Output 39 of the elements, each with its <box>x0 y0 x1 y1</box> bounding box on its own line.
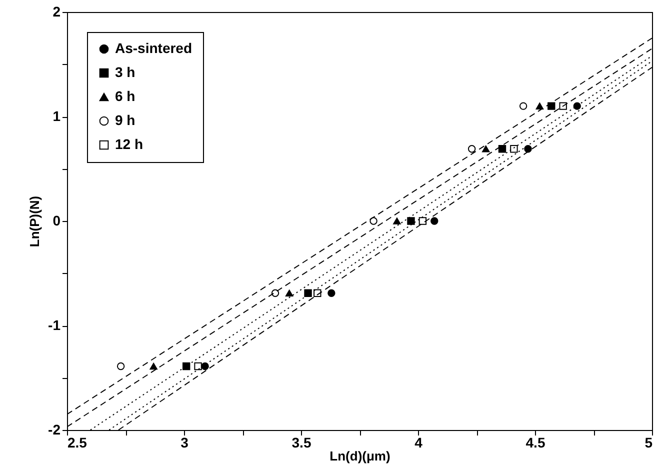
point <box>573 102 581 110</box>
point <box>430 217 438 225</box>
point <box>407 217 415 225</box>
legend-label: 12 h <box>115 136 144 152</box>
point <box>328 289 336 297</box>
point <box>524 145 532 153</box>
x-tick-label: 3 <box>180 434 189 450</box>
point <box>519 102 528 110</box>
legend-label: 9 h <box>115 112 136 128</box>
y-tick-label: -1 <box>48 317 61 333</box>
legend-label: 3 h <box>115 64 136 80</box>
y-tick-label: 2 <box>52 4 61 20</box>
y-axis-title: Ln(P)(N) <box>27 196 42 248</box>
point <box>150 362 158 370</box>
point <box>182 362 190 370</box>
x-tick-label: 3.5 <box>292 434 312 450</box>
x-tick-label: 2.5 <box>68 434 88 450</box>
x-axis-title: Ln(d)(μm) <box>330 448 390 464</box>
point <box>468 145 476 153</box>
x-tick-label: 5 <box>644 434 653 450</box>
point <box>536 102 544 110</box>
y-tick-label: 1 <box>52 108 61 124</box>
point <box>194 362 202 370</box>
x-tick-label: 4.5 <box>526 434 546 450</box>
point <box>510 145 518 153</box>
point <box>482 145 490 152</box>
legend-label: 6 h <box>115 88 136 104</box>
point <box>285 290 294 297</box>
point <box>271 289 280 297</box>
legend-label: As-sintered <box>115 40 192 56</box>
point <box>418 217 427 225</box>
point <box>393 218 401 224</box>
x-tick-label: 4 <box>414 434 423 450</box>
point <box>116 362 125 370</box>
point <box>498 145 506 153</box>
point <box>304 289 312 297</box>
point <box>548 102 556 110</box>
y-tick-label: 0 <box>52 212 61 228</box>
y-tick-label: -2 <box>48 422 61 438</box>
